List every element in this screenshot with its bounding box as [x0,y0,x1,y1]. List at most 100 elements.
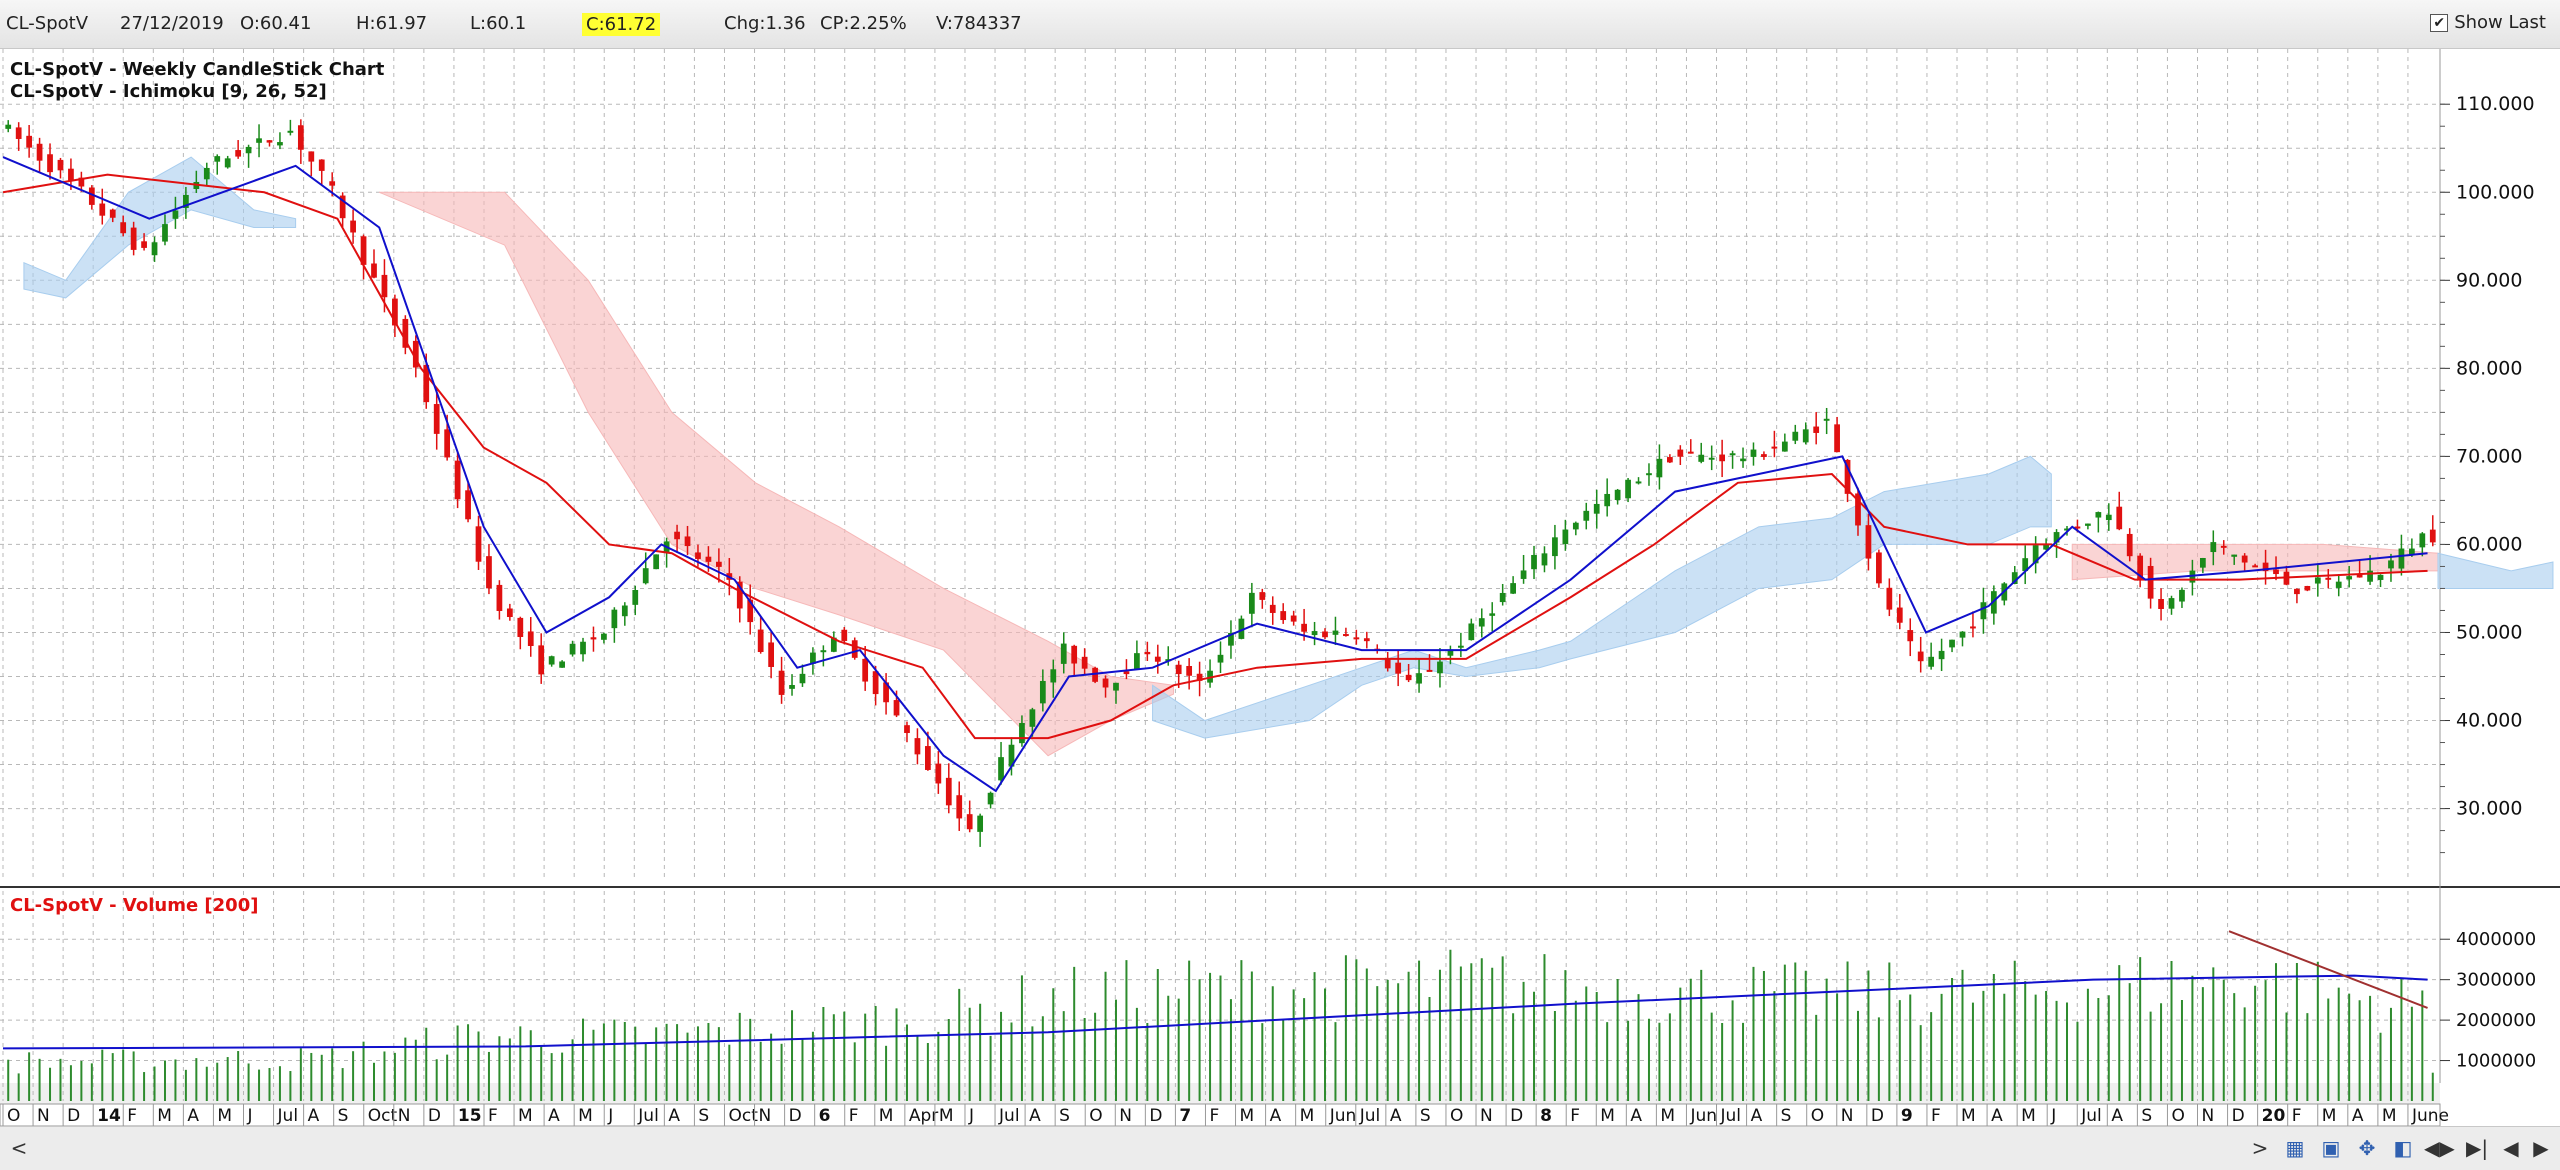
candle-body [1583,510,1590,521]
candle-body [914,738,921,755]
candle-body [1050,669,1057,683]
candle-body [830,637,837,652]
time-tick-label: Jul [1720,1106,1742,1126]
candle-body [381,274,388,298]
candle-body [1970,626,1976,629]
candle-body [935,763,942,784]
candle-body [2168,598,2175,609]
time-tick-label: A [1270,1106,1282,1126]
time-tick-label: N [398,1106,411,1126]
candle-body [757,629,764,653]
time-tick-label: Jun [1689,1106,1717,1126]
candle-body [2304,585,2311,591]
time-tick-label: A [2352,1106,2364,1126]
candle-body [1771,446,1778,449]
candle-body [402,318,409,348]
candle-body [214,156,221,162]
candle-body [1081,656,1088,669]
candle-body [88,187,95,205]
time-tick-label: J [968,1106,974,1126]
candle-body [1823,418,1830,421]
candle-body [2429,529,2436,543]
candle-body [1154,656,1161,662]
scroll-back-icon[interactable]: ◀ [2503,1136,2519,1160]
candle-body [2179,589,2185,602]
time-tick-label: D [1149,1106,1162,1126]
chart-scrollbar[interactable]: < > ▦ ▣ ✥ ◧ ◀▶ ▶| ◀ ▶ [0,1126,2560,1170]
time-tick-label: Oct [368,1106,398,1126]
candle-body [465,490,471,520]
candle-body [674,531,680,540]
zoom-out-icon[interactable]: ▣ [2321,1136,2341,1160]
candle-body [235,150,242,157]
candle-body [2335,581,2342,588]
time-tick-label: June [2411,1106,2449,1126]
price-tick-label: 30.000 [2456,798,2522,820]
volume-axis: 1000000 2000000 3000000 4000000 [2440,929,2536,1072]
candle-body [1562,529,1569,545]
show-last-label: Show Last [2454,12,2546,33]
time-tick-label: A [1029,1106,1041,1126]
price-tick-label: 50.000 [2456,621,2522,643]
candle-body [1855,493,1861,526]
candle-body [203,167,210,180]
scroll-end-icon[interactable]: ▶| [2465,1136,2489,1160]
candle-body [883,682,889,703]
candle-body [1604,493,1611,507]
pan-icon[interactable]: ✥ [2358,1136,2376,1160]
candle-body [1510,583,1516,594]
candle-body [820,650,827,653]
time-tick-label: M [939,1106,954,1126]
candle-body [2105,514,2112,521]
close-label: C:61.72 [582,13,661,36]
candle-body [517,617,524,637]
candle-body [2356,574,2363,578]
time-tick-label: N [1119,1106,1132,1126]
candle-body [1332,630,1339,635]
candle-body [653,554,660,570]
symbol-label[interactable]: CL-SpotV [6,13,89,34]
candle-body [2126,533,2133,557]
candle-body [872,671,879,695]
candle-body [68,168,74,181]
zoom-in-icon[interactable]: ▦ [2285,1136,2305,1160]
candle-body [109,209,116,218]
chart-subtitle: CL-SpotV - Ichimoku [9, 26, 52] [10,81,327,102]
cloud-bullish [2437,552,2554,589]
scroll-left-button[interactable]: < [10,1136,28,1160]
time-tick-label: M [217,1106,232,1126]
scroll-both-icon[interactable]: ◀▶ [2424,1136,2455,1160]
time-tick-label: F [849,1106,859,1126]
checkbox-icon[interactable]: ✔ [2430,13,2449,32]
candle-body [559,661,565,668]
candle-body [1468,623,1475,641]
candle-body [2252,565,2258,568]
candle-body [433,404,440,434]
time-tick-label: J [246,1106,252,1126]
candle-body [1572,522,1579,530]
date-label: 27/12/2019 [120,13,224,34]
candle-body [2053,532,2060,543]
candle-body [1740,458,1746,462]
chart-canvas[interactable]: 30.000 40.000 50.000 60.000 70.000 80.000 90.0… [0,49,2560,1126]
candle-body [183,194,189,208]
time-tick-label: F [1209,1106,1219,1126]
show-last-toggle[interactable]: ✔ Show Last [2430,12,2546,33]
time-tick-label: Apr [909,1106,938,1126]
candle-body [987,792,994,805]
candle-body [1186,666,1193,676]
price-axis: 30.000 40.000 50.000 60.000 70.000 80.000 90.0… [2440,93,2535,854]
time-tick-label: S [2141,1106,2152,1126]
price-tick-label: 70.000 [2456,445,2522,467]
time-tick-label: S [698,1106,709,1126]
time-tick-label: D [67,1106,80,1126]
scroll-right-button[interactable]: > [2251,1136,2269,1160]
fit-icon[interactable]: ◧ [2393,1136,2413,1160]
quote-toolbar: CL-SpotV 27/12/2019 O:60.41 H:61.97 L:60… [0,0,2560,49]
candle-body [454,460,461,500]
candle-body [2147,565,2154,599]
scroll-forward-icon[interactable]: ▶ [2533,1136,2549,1160]
kijun-sen-line [2,173,2428,740]
candle-body [130,227,137,250]
candle-body [1687,451,1694,454]
